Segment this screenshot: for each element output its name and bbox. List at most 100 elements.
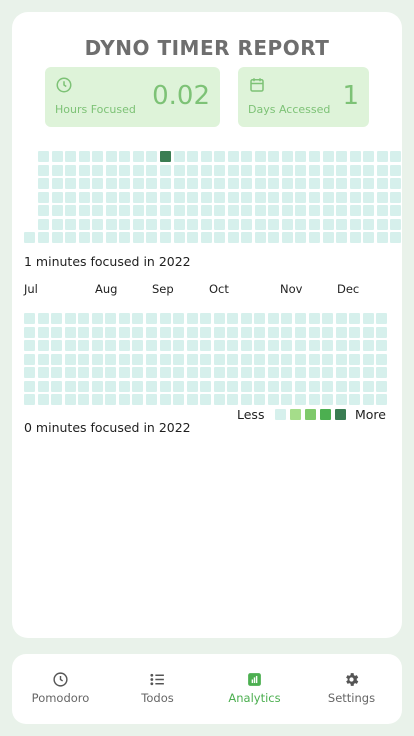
nav-settings[interactable]: Settings xyxy=(303,654,400,724)
heatmap-cell xyxy=(295,232,307,244)
heatmap-cell xyxy=(227,326,239,338)
heatmap-cell xyxy=(91,313,103,324)
heatmap-cell xyxy=(38,205,49,217)
heatmap-cell xyxy=(349,313,361,324)
heatmap-cell xyxy=(159,178,171,190)
heatmap-cell xyxy=(105,394,117,406)
heatmap-cell xyxy=(254,205,266,217)
heatmap-cell xyxy=(173,326,185,338)
heatmap-cell xyxy=(267,313,279,324)
heatmap-cell xyxy=(390,178,402,190)
heatmap-cell xyxy=(159,353,171,365)
heatmap-cell xyxy=(146,205,158,217)
clock-icon xyxy=(53,672,68,687)
heatmap-cell xyxy=(309,151,320,162)
heatmap-cell xyxy=(132,178,144,190)
heatmap-cell xyxy=(241,151,253,162)
heatmap-cell xyxy=(78,164,90,176)
heatmap-cell xyxy=(254,313,266,324)
heatmap-cell xyxy=(51,394,63,406)
heatmap-cell xyxy=(227,218,239,230)
heatmap-cell xyxy=(64,353,76,365)
heatmap-cell xyxy=(254,164,266,176)
heatmap-cell xyxy=(105,340,117,352)
days-accessed-label: Days Accessed xyxy=(248,103,331,116)
heatmap-cell xyxy=(362,353,374,365)
nav-settings-label: Settings xyxy=(327,691,376,705)
heatmap-cell xyxy=(24,326,35,338)
heatmap-cell xyxy=(92,164,104,176)
heatmap-cell xyxy=(349,151,361,162)
heatmap-cell xyxy=(362,380,374,392)
heatmap-cell xyxy=(186,326,198,338)
heatmap-cell xyxy=(376,164,388,176)
month-label: Oct xyxy=(209,282,229,296)
heatmap-cell xyxy=(349,380,361,392)
heatmap-cell xyxy=(37,313,49,324)
heatmap-cell xyxy=(105,205,117,217)
heatmap-cell xyxy=(281,191,293,203)
heatmap-cell xyxy=(51,380,63,392)
heatmap-cell xyxy=(213,313,225,324)
heatmap-cell xyxy=(281,340,293,352)
heatmap-cell xyxy=(240,326,252,338)
heatmap-cell xyxy=(51,353,63,365)
heatmap-cell xyxy=(64,340,76,352)
heatmap-cell xyxy=(240,394,252,406)
heatmap-cell xyxy=(322,178,334,190)
heatmap-cell xyxy=(105,232,117,244)
nav-analytics[interactable]: Analytics xyxy=(206,654,303,724)
heatmap-cell xyxy=(322,232,334,244)
heatmap-cell xyxy=(51,326,63,338)
heatmap-cell xyxy=(91,326,103,338)
heatmap-cell xyxy=(376,191,388,203)
heatmap-cell xyxy=(376,380,388,392)
heatmap-cell xyxy=(145,313,157,324)
heatmap-cell xyxy=(281,232,293,244)
nav-pomodoro[interactable]: Pomodoro xyxy=(12,654,109,724)
heatmap-cell xyxy=(145,353,157,365)
heatmap-cell xyxy=(118,326,130,338)
month-label: Dec xyxy=(337,282,360,296)
heatmap-cell xyxy=(213,367,225,379)
heatmap-cell xyxy=(267,340,279,352)
heatmap-cell xyxy=(159,340,171,352)
heatmap-cell xyxy=(254,380,266,392)
heatmap-cell xyxy=(322,164,334,176)
heatmap-cell xyxy=(78,232,90,244)
heatmap-cell xyxy=(119,164,131,176)
heatmap-cell xyxy=(254,218,266,230)
heatmap-cell xyxy=(64,380,76,392)
heatmap-current-caption: 1 minutes focused in 2022 xyxy=(24,254,191,269)
heatmap-cell xyxy=(159,151,171,162)
heatmap-cell xyxy=(309,178,320,190)
heatmap-cell xyxy=(51,205,63,217)
heatmap-cell xyxy=(336,218,348,230)
heatmap-cell xyxy=(119,218,131,230)
heatmap-cell xyxy=(51,218,63,230)
heatmap-cell xyxy=(65,178,77,190)
heatmap-cell xyxy=(200,353,212,365)
heatmap-cell xyxy=(376,313,388,324)
nav-todos[interactable]: Todos xyxy=(109,654,206,724)
heatmap-cell xyxy=(51,151,63,162)
month-label: Jul xyxy=(24,282,38,296)
heatmap-cell xyxy=(173,394,185,406)
heatmap-cell xyxy=(78,353,90,365)
heatmap-cell xyxy=(308,394,320,406)
heatmap-cell xyxy=(132,380,144,392)
heatmap-cell xyxy=(37,367,49,379)
heatmap-cell xyxy=(38,164,49,176)
heatmap-cell xyxy=(173,340,185,352)
heatmap-cell xyxy=(308,326,320,338)
heatmap-cell xyxy=(268,151,280,162)
heatmap-cell xyxy=(65,164,77,176)
legend-swatch-1 xyxy=(290,409,301,420)
legend-less: Less xyxy=(237,407,265,422)
heatmap-cell xyxy=(267,367,279,379)
heatmap-cell xyxy=(173,178,185,190)
heatmap-cell xyxy=(390,218,402,230)
heatmap-cell xyxy=(119,151,131,162)
heatmap-cell xyxy=(145,326,157,338)
heatmap-cell xyxy=(119,191,131,203)
